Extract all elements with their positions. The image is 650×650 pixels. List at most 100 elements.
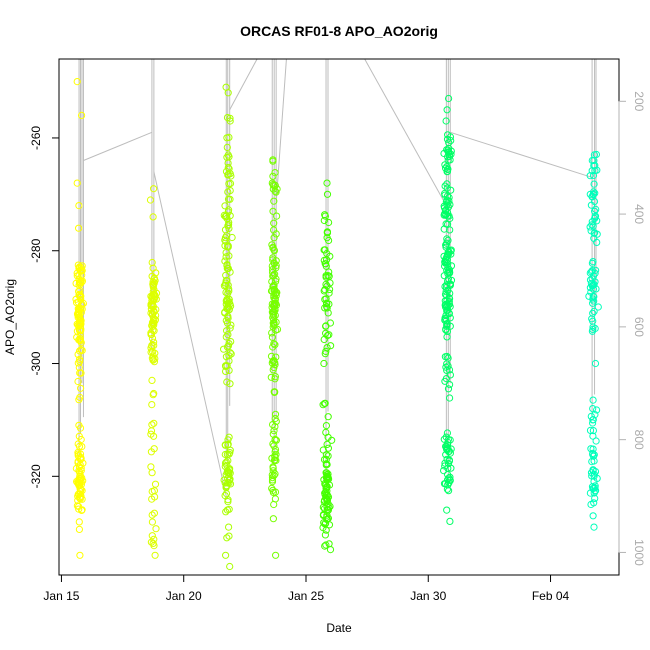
data-point (588, 259, 597, 267)
data-point (593, 238, 601, 246)
data-point (322, 469, 330, 477)
pressure-transit (450, 131, 593, 178)
data-point (74, 298, 82, 306)
x-tick-label: Jan 30 (410, 589, 446, 603)
data-point (590, 156, 598, 165)
data-point (320, 256, 328, 264)
data-point (224, 222, 232, 230)
data-point (271, 456, 279, 464)
data-point (271, 286, 279, 294)
data-point (77, 308, 85, 317)
data-point (323, 344, 331, 352)
data-point (268, 300, 276, 308)
data-point (589, 190, 598, 198)
data-point (589, 427, 598, 435)
data-point (224, 314, 232, 322)
data-point (147, 344, 155, 352)
pressure-transit (364, 58, 447, 206)
data-point (441, 314, 449, 322)
data-point (445, 487, 453, 495)
data-point (588, 267, 596, 275)
data-point (446, 517, 454, 526)
data-point (443, 445, 451, 453)
data-point (446, 394, 454, 402)
data-point (224, 468, 232, 476)
data-point (74, 440, 82, 448)
data-point (447, 186, 455, 194)
data-point (78, 111, 86, 120)
data-point (324, 413, 332, 421)
data-point (589, 467, 597, 475)
data-point (323, 515, 331, 523)
data-point (447, 137, 455, 145)
data-point (270, 234, 278, 242)
data-point (269, 463, 277, 471)
data-point (76, 286, 84, 294)
data-point (225, 221, 233, 229)
data-point (443, 163, 451, 171)
data-point (271, 453, 279, 461)
data-point (321, 212, 329, 220)
data-point (323, 234, 331, 242)
series-RF04 (267, 156, 282, 559)
data-point (224, 159, 232, 167)
data-point (443, 455, 451, 463)
data-point (77, 453, 85, 461)
data-point (225, 295, 233, 303)
data-point (589, 285, 598, 293)
data-point (443, 429, 451, 437)
y-tick-label: -280 (29, 238, 43, 262)
data-point (443, 352, 451, 361)
data-point (221, 226, 230, 234)
data-point (78, 346, 86, 354)
data-point (73, 502, 82, 510)
data-point (321, 531, 329, 539)
data-point (441, 377, 449, 385)
data-point (74, 377, 82, 386)
data-point (77, 466, 85, 475)
data-point (73, 269, 81, 277)
data-point (224, 281, 232, 289)
series-RF02 (146, 185, 161, 559)
data-point (443, 506, 451, 514)
data-point (322, 541, 330, 549)
data-point (590, 451, 598, 459)
data-point (323, 299, 331, 307)
data-point (443, 485, 451, 493)
data-point (73, 78, 81, 86)
data-point (321, 304, 329, 312)
data-point (150, 321, 158, 329)
data-point (442, 325, 450, 333)
y-right-tick-label: 400 (632, 204, 646, 224)
data-point (589, 432, 597, 440)
data-point (270, 282, 278, 290)
pressure-transit (229, 58, 258, 110)
data-point (323, 440, 331, 448)
data-point (319, 401, 327, 409)
series-RF07 (585, 150, 602, 531)
series-RF05 (319, 179, 336, 554)
data-point (325, 331, 333, 339)
data-point (75, 482, 83, 490)
data-point (322, 329, 330, 337)
data-point (442, 288, 450, 296)
data-point (590, 188, 598, 196)
data-point (148, 376, 156, 384)
data-point (222, 458, 230, 466)
data-point (586, 276, 595, 284)
data-point (228, 233, 236, 242)
data-point (441, 182, 449, 190)
data-point (151, 355, 159, 363)
data-point (150, 338, 158, 346)
data-point (150, 279, 158, 287)
data-point (225, 505, 233, 513)
data-point (150, 389, 158, 398)
data-point (442, 243, 450, 251)
data-point (78, 300, 86, 309)
data-point (441, 459, 449, 467)
data-point (75, 224, 83, 232)
data-point (151, 349, 159, 357)
data-point (271, 306, 279, 314)
data-point (150, 419, 158, 427)
data-point (270, 500, 278, 509)
